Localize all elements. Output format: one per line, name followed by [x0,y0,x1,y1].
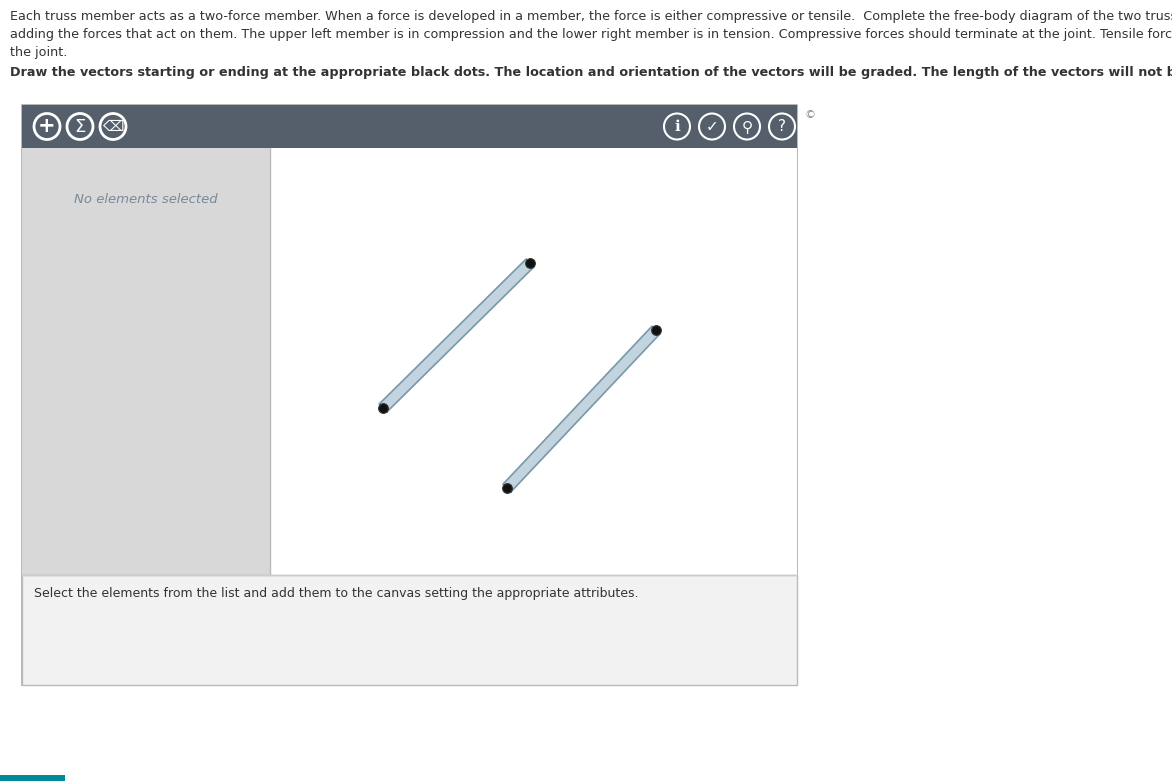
Bar [0,775,64,781]
Text: adding the forces that act on them. The upper left member is in compression and : adding the forces that act on them. The … [11,28,1172,41]
Text: ©: © [805,110,816,120]
Text: +: + [39,116,56,137]
Text: ⚲: ⚲ [742,119,752,134]
Text: No elements selected: No elements selected [74,193,218,206]
Polygon shape [379,259,534,412]
Text: ✓: ✓ [706,119,718,134]
Text: Select the elements from the list and add them to the canvas setting the appropr: Select the elements from the list and ad… [34,587,639,600]
Text: Draw the vectors starting or ending at the appropriate black dots. The location : Draw the vectors starting or ending at t… [11,66,1172,79]
Bar [22,148,270,575]
Bar [22,575,797,685]
Text: the joint.: the joint. [11,46,67,59]
Bar [22,105,797,148]
Text: Σ: Σ [74,117,86,135]
Text: ⌫: ⌫ [102,119,124,134]
Bar [22,105,797,685]
Text: ?: ? [778,119,786,134]
Bar [270,148,797,575]
Text: ℹ: ℹ [674,119,680,134]
Polygon shape [503,326,660,492]
Text: Each truss member acts as a two-force member. When a force is developed in a mem: Each truss member acts as a two-force me… [11,10,1172,23]
